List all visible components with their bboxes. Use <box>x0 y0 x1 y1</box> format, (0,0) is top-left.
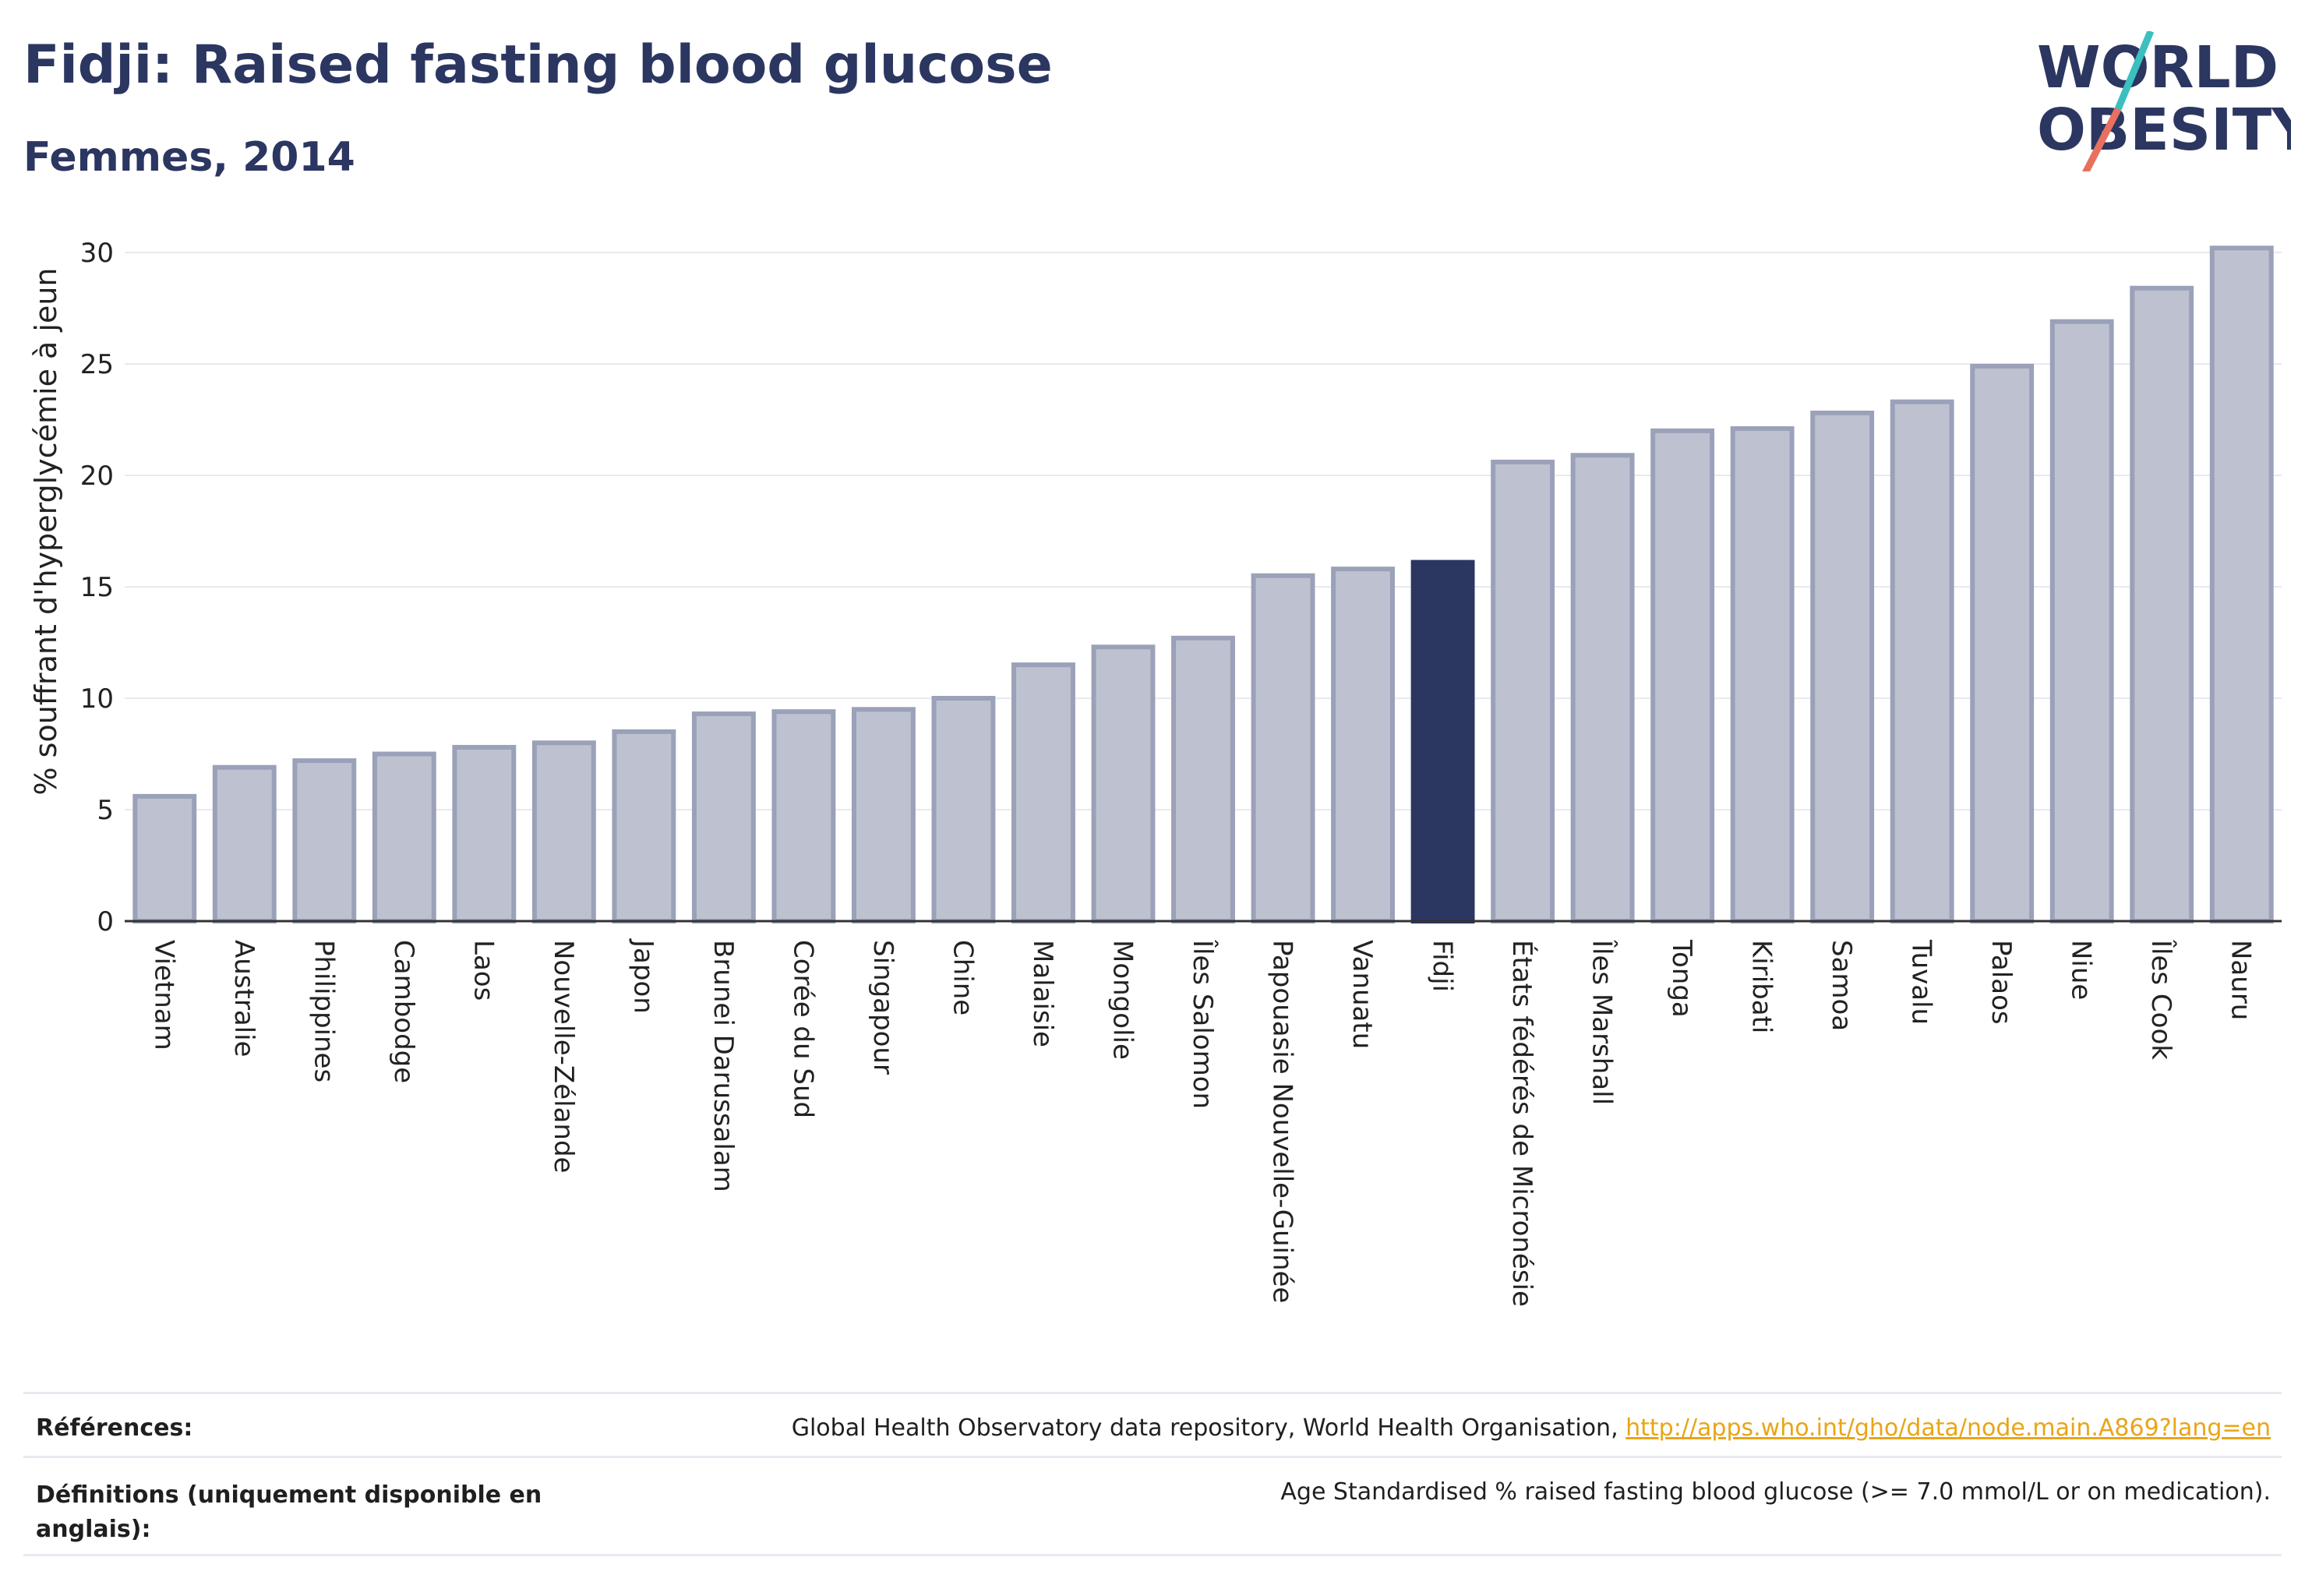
definitions-label: Définitions (uniquement disponible en an… <box>36 1478 542 1547</box>
x-tick-label: Chine <box>947 940 978 1015</box>
references-link[interactable]: http://apps.who.int/gho/data/node.main.A… <box>1626 1414 2271 1442</box>
x-tick-label: Vietnam <box>148 940 179 1050</box>
bar <box>1650 428 1715 923</box>
logo-slash-top <box>2114 31 2155 111</box>
x-tick-label: Niue <box>2066 940 2097 1000</box>
bar <box>212 764 277 923</box>
x-tick-label: Laos <box>468 940 499 1001</box>
x-tick-label: Philippines <box>308 940 339 1082</box>
definitions-value: Age Standardised % raised fasting blood … <box>1280 1478 2271 1506</box>
y-tick-label: 20 <box>80 461 114 492</box>
x-tick-label: Palaos <box>1986 940 2017 1025</box>
x-tick-label: Kiribati <box>1746 940 1777 1033</box>
bar <box>1011 662 1075 923</box>
definitions-label-line-1: Définitions (uniquement disponible en <box>36 1481 542 1509</box>
bar <box>931 696 996 923</box>
chart-title: Fidji: Raised fasting blood glucose <box>23 34 1053 96</box>
bar-chart: 0 5 10 15 20 25 30 Vietnam Australie Philippines… <box>29 238 2282 1307</box>
bar <box>1810 410 1875 923</box>
x-tick-label: Mongolie <box>1107 940 1138 1060</box>
y-tick-label: 30 <box>80 238 114 269</box>
logo-slash-bottom <box>2081 107 2122 171</box>
bar <box>1491 459 1555 923</box>
x-tick-label: Samoa <box>1826 940 1857 1031</box>
bar <box>1251 573 1315 923</box>
x-tick-label: Cambodge <box>388 940 419 1083</box>
bar <box>1091 644 1156 923</box>
bar <box>1970 363 2035 923</box>
bar <box>691 711 756 924</box>
x-tick-label: Brunei Darussalam <box>708 940 739 1192</box>
bar <box>1890 399 1954 923</box>
y-tick-label: 25 <box>80 349 114 380</box>
bar <box>452 744 517 923</box>
x-tick-label: Australie <box>228 940 259 1057</box>
bar <box>292 758 357 924</box>
x-tick-label: Îles Cook <box>2145 939 2177 1060</box>
bar <box>2049 319 2114 924</box>
x-tick-label: Corée du Sud <box>787 940 818 1118</box>
bar <box>851 707 916 923</box>
x-tick-label: Tuvalu <box>1906 939 1937 1025</box>
y-tick-labels: 0 5 10 15 20 25 30 <box>80 238 114 937</box>
x-tick-label: États fédérés de Micronésie <box>1506 940 1538 1307</box>
bar <box>1730 425 1795 923</box>
y-tick-label: 10 <box>80 683 114 715</box>
footer-bottom-rule <box>23 1554 2282 1556</box>
bar <box>372 751 436 923</box>
x-tick-label: Nauru <box>2226 940 2257 1020</box>
bar <box>1331 567 1395 923</box>
references-text: Global Health Observatory data repositor… <box>791 1414 1626 1442</box>
bar <box>132 793 197 924</box>
references-row: Références: Global Health Observatory da… <box>23 1392 2282 1458</box>
bar <box>1171 635 1235 924</box>
x-tick-labels: Vietnam Australie Philippines Cambodge Laos N… <box>148 938 2256 1307</box>
x-tick-label: Papouasie Nouvelle-Guinée <box>1267 940 1298 1303</box>
bar <box>531 740 596 924</box>
bar <box>771 709 836 923</box>
bar <box>612 729 676 924</box>
definitions-row: Définitions (uniquement disponible en an… <box>23 1456 2282 1556</box>
x-tick-label: Japon <box>627 938 658 1014</box>
references-label: Références: <box>36 1414 193 1442</box>
x-tick-label: Fidji <box>1427 940 1458 992</box>
references-value: Global Health Observatory data repositor… <box>792 1414 2271 1442</box>
x-tick-label: Tonga <box>1666 939 1697 1018</box>
bars <box>132 245 2274 924</box>
world-obesity-logo: WORLD OBESITY <box>2037 31 2291 171</box>
y-tick-label: 5 <box>97 795 114 826</box>
y-tick-label: 15 <box>80 572 114 603</box>
definitions-label-line-2: anglais): <box>36 1516 151 1543</box>
y-tick-label: 0 <box>97 906 114 937</box>
bar <box>1570 453 1635 923</box>
x-tick-label: Singapour <box>867 940 898 1075</box>
chart-subtitle: Femmes, 2014 <box>23 134 355 181</box>
x-tick-label: Îles Salomon <box>1187 939 1219 1109</box>
bar <box>2130 285 2194 923</box>
logo-line-1: WORLD <box>2037 34 2279 101</box>
bar-highlight <box>1410 560 1475 923</box>
bar <box>2209 245 2274 923</box>
x-tick-label: Vanuatu <box>1347 940 1378 1049</box>
x-tick-label: Nouvelle-Zélande <box>548 940 579 1173</box>
y-axis-title: % souffrant d'hyperglycémie à jeun <box>29 267 63 795</box>
x-tick-label: Îles Marshall <box>1587 939 1618 1105</box>
logo-line-2: OBESITY <box>2037 97 2291 164</box>
x-tick-label: Malaisie <box>1027 940 1058 1047</box>
